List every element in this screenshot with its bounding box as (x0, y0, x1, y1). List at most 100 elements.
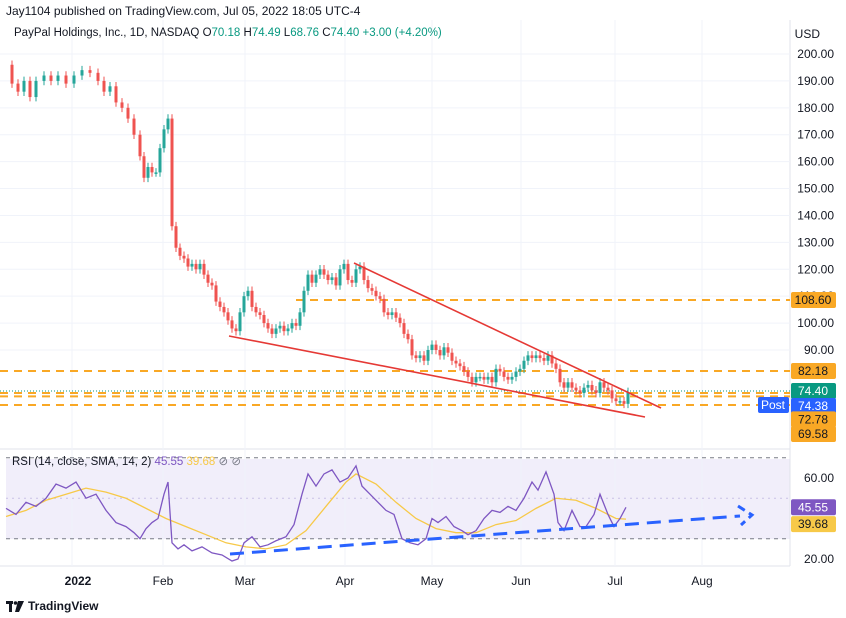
candle-body (422, 355, 426, 361)
candle-body (64, 75, 68, 84)
rsi-value-label: 45.55 (798, 500, 828, 514)
high-label: H (243, 27, 252, 39)
candle-body (34, 80, 38, 98)
candle-body (120, 102, 124, 108)
candle-body (382, 298, 386, 313)
price-tick-label: 200.00 (797, 47, 834, 61)
candle-body (194, 263, 198, 270)
candle-body (174, 226, 178, 248)
candle-body (322, 269, 326, 275)
candle-body (574, 387, 578, 391)
candle-body (330, 277, 334, 281)
candle-body (398, 317, 402, 324)
candle-body (442, 347, 446, 356)
candle-body (354, 269, 358, 283)
candle-body (562, 382, 566, 388)
candle-body (466, 371, 470, 377)
candle-body (558, 368, 562, 383)
candle-body (96, 72, 100, 81)
candle-body (278, 325, 282, 329)
change-value: +3.00 (+4.20%) (362, 27, 442, 39)
candle-body (88, 70, 92, 73)
post-tag-box (758, 396, 789, 413)
time-tick-label: May (421, 574, 444, 588)
candle-body (570, 382, 574, 388)
price-tick-label: 100.00 (797, 316, 834, 330)
candle-body (542, 358, 546, 361)
price-tick-label: 130.00 (797, 235, 834, 249)
candle-body (446, 347, 450, 353)
candle-body (214, 285, 218, 302)
candle-body (250, 290, 254, 307)
eye-off-icon-2[interactable]: ⊘ (231, 456, 241, 468)
close-value: 74.40 (330, 27, 360, 39)
candle-body (318, 269, 322, 275)
tradingview-logo-icon (6, 600, 24, 612)
price-tick-label: 140.00 (797, 208, 834, 222)
last-price-label: 74.40 (798, 384, 828, 398)
candle-body (450, 352, 454, 361)
candle-body (438, 350, 442, 356)
candle-body (154, 172, 158, 174)
candle-body (132, 118, 136, 135)
candle-body (270, 328, 274, 334)
candle-body (102, 80, 106, 92)
candle-body (298, 312, 302, 326)
candle-body (178, 247, 182, 256)
candle-body (518, 368, 522, 372)
candle-body (506, 376, 510, 380)
candle-body (594, 390, 598, 394)
candle-body (302, 290, 306, 313)
candle-body (49, 75, 53, 81)
rsi-ma-legend-value: 39.68 (186, 456, 216, 468)
candle-body (402, 323, 406, 334)
candle-body (514, 371, 518, 377)
price-tick-label: 180.00 (797, 101, 834, 115)
candle-body (550, 355, 554, 364)
candle-body (326, 274, 330, 281)
price-tick-label: 170.00 (797, 128, 834, 142)
candle-body (182, 255, 186, 259)
time-tick-label: Mar (235, 574, 256, 588)
candle-body (242, 296, 246, 313)
open-value: 70.18 (211, 27, 241, 39)
candle-body (522, 360, 526, 369)
candle-body (230, 320, 234, 329)
candle-body (286, 328, 290, 332)
level-label-72-box (791, 411, 836, 428)
candle-body (418, 355, 422, 359)
lower-trendline (228, 335, 646, 418)
open-label: O (202, 27, 212, 39)
rsi-ma-line (5, 473, 627, 550)
candle-body (414, 355, 418, 359)
candle-body (366, 280, 370, 289)
candle-body (274, 328, 278, 334)
candle-body (290, 323, 294, 329)
candle-body (618, 401, 622, 403)
rsi-ma-value-label-box (791, 516, 836, 533)
post-tag: Post (761, 398, 786, 412)
candle-body (246, 290, 250, 297)
candle-body (482, 376, 486, 380)
rsi-legend: RSI (14, close, SMA, 14, 2) 45.55 39.68 … (12, 454, 241, 468)
candle-body (458, 363, 462, 367)
candle-body (510, 376, 514, 380)
candle-body (190, 263, 194, 267)
candle-body (582, 387, 586, 394)
candle-body (234, 328, 238, 332)
candle-body (546, 355, 550, 361)
level-label-108-box (791, 291, 836, 308)
eye-off-icon[interactable]: ⊘ (218, 456, 229, 468)
level-label-69: 69.58 (798, 427, 828, 441)
candle-body (72, 75, 76, 84)
candle-body (146, 167, 150, 178)
candle-body (406, 333, 410, 340)
rsi-tick-label: 60.00 (804, 471, 834, 485)
time-tick-label: Jun (511, 574, 530, 588)
level-label-82-box (791, 363, 836, 380)
footer-brand[interactable]: TradingView (6, 599, 98, 613)
post-price-label-box (791, 397, 836, 414)
candle-body (28, 80, 32, 98)
candle-body (430, 344, 434, 350)
